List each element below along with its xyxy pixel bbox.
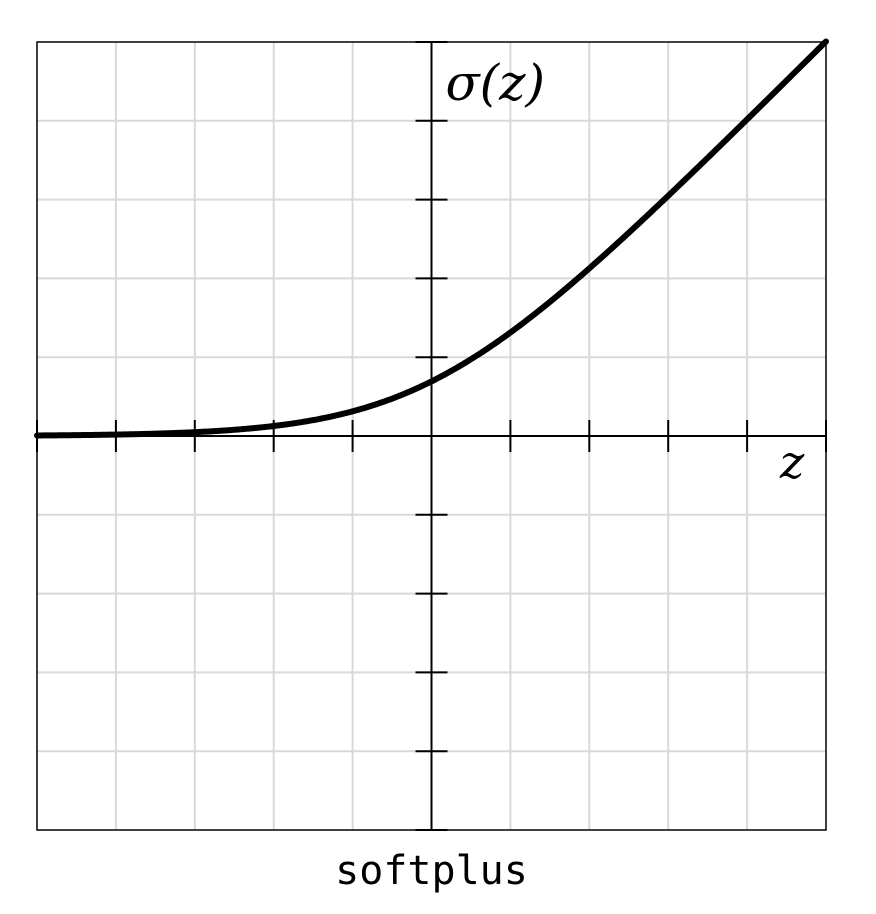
series-line: [34, 38, 829, 439]
tick-marks: [36, 41, 827, 831]
chart-title: softplus: [335, 848, 528, 894]
x-axis-label: z: [779, 435, 805, 489]
y-axis-label: σ(z): [446, 54, 546, 112]
